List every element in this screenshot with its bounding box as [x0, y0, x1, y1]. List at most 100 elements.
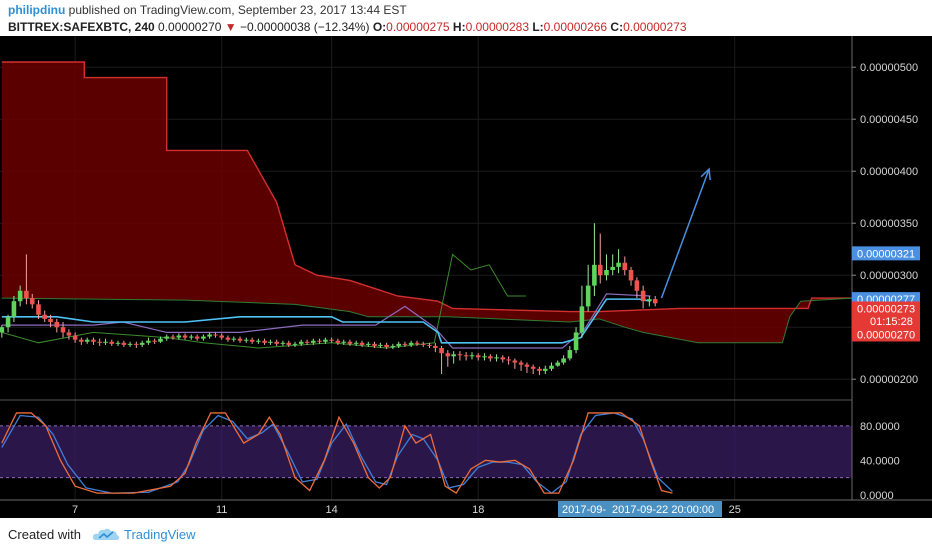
kijun-line — [1, 298, 651, 344]
candle-body — [353, 342, 359, 344]
lagging-span — [1, 253, 526, 349]
candle — [420, 341, 426, 347]
candle-body — [97, 341, 102, 343]
open-value: 0.00000275 — [386, 20, 450, 34]
chart[interactable]: 0.000002000.000002500.000003000.00000350… — [0, 36, 932, 518]
candle — [323, 337, 328, 344]
stoch-band — [0, 425, 852, 478]
price-tick-label: 0.00000500 — [860, 62, 918, 74]
candle — [488, 354, 493, 362]
candle — [365, 341, 371, 347]
candle-body — [262, 340, 267, 343]
candle — [286, 340, 292, 347]
candle-body — [488, 356, 493, 359]
candle — [194, 334, 200, 341]
high-label: H: — [452, 20, 466, 34]
time-tick-label: 25 — [729, 504, 741, 516]
candle-body — [427, 344, 432, 346]
candle — [280, 340, 286, 346]
candle-body — [420, 343, 426, 345]
candle — [469, 352, 475, 360]
candle-body — [36, 304, 41, 315]
candle — [353, 340, 359, 346]
candle — [29, 293, 35, 309]
cursor-date-label: 2017-09- — [562, 504, 606, 516]
price-tick-label: 0.00000450 — [860, 114, 918, 126]
candle-body — [201, 336, 206, 339]
candle-body — [378, 344, 383, 346]
candle — [176, 333, 182, 340]
candle — [537, 366, 542, 376]
candle — [359, 340, 365, 347]
candle-body — [506, 359, 511, 361]
candle — [622, 256, 628, 276]
candle-body — [237, 338, 243, 341]
candle-body — [60, 327, 66, 333]
author-link[interactable]: philipdinu — [8, 3, 66, 17]
senkou-b-line — [1, 297, 853, 344]
candle — [292, 341, 298, 347]
candle — [97, 338, 102, 346]
candle-body — [298, 341, 304, 344]
candle — [5, 314, 11, 333]
candle — [17, 285, 23, 307]
candle — [24, 254, 29, 305]
ohlc-line: BITTREX:SAFEXBTC, 240 0.00000270 ▼ −0.00… — [8, 20, 687, 34]
candle-body — [268, 341, 273, 343]
candle-body — [439, 348, 444, 354]
candle — [506, 356, 511, 365]
candle — [530, 364, 536, 374]
publish-text: published on TradingView.com, September … — [65, 3, 407, 17]
candle-body — [54, 322, 60, 328]
last-price: 0.00000270 — [158, 20, 222, 34]
symbol-label: BITTREX:SAFEXBTC, 240 — [8, 20, 155, 34]
time-tick-label: 14 — [326, 504, 338, 516]
candle-body — [323, 339, 328, 342]
candle — [592, 223, 597, 296]
candle — [164, 334, 170, 341]
time-tick-label: 11 — [216, 504, 227, 516]
price-change: −0.00000038 (−12.34%) — [240, 20, 370, 34]
candle-body — [524, 364, 530, 367]
candle — [463, 352, 469, 361]
candle-body — [48, 318, 53, 322]
candle-body — [482, 356, 487, 358]
candle-body — [72, 335, 78, 340]
stoch-axis[interactable]: 0.0000 40.0000 80.0000 — [860, 421, 900, 502]
tradingview-link[interactable]: TradingView — [124, 527, 196, 542]
candle-body — [225, 337, 231, 340]
candle-body — [249, 339, 255, 342]
candle-body — [384, 344, 389, 347]
candle — [54, 318, 60, 333]
candle-body — [647, 299, 652, 302]
candle — [115, 340, 121, 346]
candle-body — [66, 332, 72, 336]
candle-body — [146, 340, 151, 343]
candle — [341, 339, 347, 345]
candle — [231, 336, 237, 342]
time-axis[interactable]: 7 11 14 18 25 2017-09- 2017-09-22 20:00:00 — [72, 501, 741, 517]
candle — [182, 333, 188, 340]
candle-body — [194, 336, 200, 339]
publish-line: philipdinu published on TradingView.com,… — [8, 3, 407, 17]
candle — [201, 334, 206, 341]
low-value: 0.00000266 — [543, 20, 608, 34]
candle — [427, 342, 432, 348]
candle-body — [494, 357, 499, 359]
candle — [372, 341, 377, 348]
candle — [109, 339, 115, 346]
candle-body — [414, 342, 420, 344]
candle-body — [652, 299, 658, 304]
candle-body — [286, 342, 292, 345]
candle — [146, 337, 151, 345]
candle — [445, 350, 451, 367]
candle — [396, 341, 401, 348]
candle — [402, 341, 408, 347]
candle-body — [359, 342, 365, 345]
candle — [317, 338, 322, 344]
candle — [610, 254, 616, 276]
candles — [0, 223, 658, 376]
candle-body — [311, 340, 316, 343]
candle — [457, 351, 463, 361]
candle — [79, 337, 84, 345]
